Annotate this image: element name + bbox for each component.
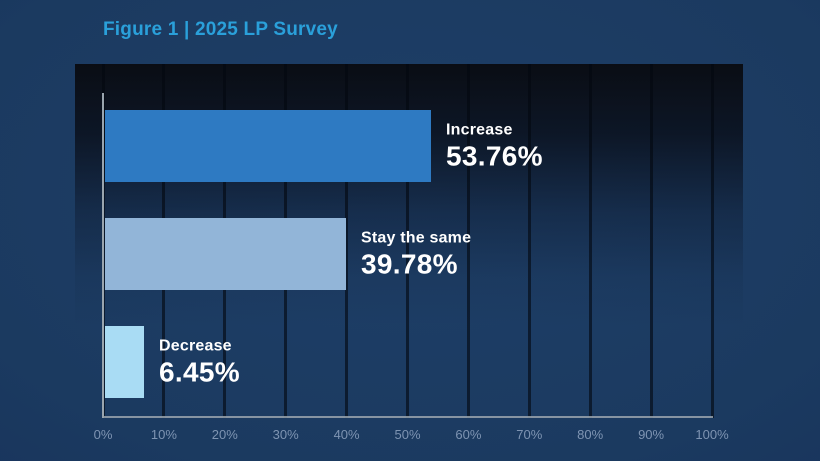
x-tick-label-50%: 50% — [394, 427, 421, 442]
x-tick-label-0%: 0% — [93, 427, 113, 442]
x-tick-label-10%: 10% — [150, 427, 177, 442]
gridline-90 — [649, 64, 653, 418]
gridline-50 — [406, 64, 409, 418]
x-tick-label-40%: 40% — [333, 427, 360, 442]
gridline-40 — [345, 64, 349, 418]
x-tick-label-60%: 60% — [455, 427, 482, 442]
chart-title: Figure 1 | 2025 LP Survey — [103, 19, 338, 40]
bar-value-label: 6.45% — [159, 356, 240, 388]
gridline-60 — [466, 64, 470, 418]
gridline-80 — [588, 64, 592, 418]
x-axis-line — [102, 416, 713, 418]
y-axis-line — [102, 93, 104, 418]
x-tick-label-20%: 20% — [211, 427, 238, 442]
bar-info: Stay the same 39.78% — [361, 229, 471, 278]
x-tick-label-70%: 70% — [516, 427, 543, 442]
bar-info: Decrease 6.45% — [159, 337, 240, 386]
bar-decrease — [105, 326, 144, 398]
gridline-70 — [527, 64, 531, 418]
x-tick-label-80%: 80% — [577, 427, 604, 442]
bar-category-label: Stay the same — [361, 229, 472, 247]
gridline-100 — [710, 64, 714, 418]
bar-increase — [105, 110, 431, 182]
bar-value-label: 53.76% — [446, 140, 543, 172]
bar-value-label: 39.78% — [361, 248, 458, 280]
bar-info: Increase 53.76% — [446, 121, 543, 170]
bar-stay-the-same — [105, 218, 346, 290]
bar-category-label: Decrease — [159, 337, 232, 355]
bar-category-label: Increase — [446, 121, 513, 139]
x-tick-label-90%: 90% — [638, 427, 665, 442]
x-tick-label-30%: 30% — [272, 427, 299, 442]
x-tick-label-100%: 100% — [695, 427, 729, 442]
